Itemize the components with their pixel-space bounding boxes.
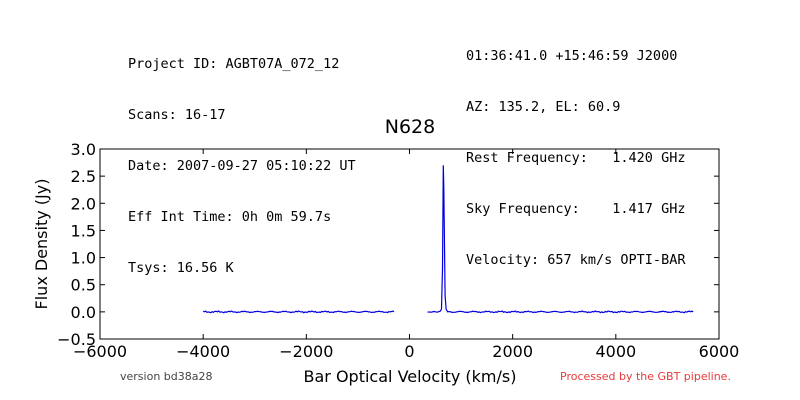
y-axis-label: Flux Density (Jy) <box>32 179 51 310</box>
az-el: AZ: 135.2, EL: 60.9 <box>466 99 621 115</box>
eff-int-time: Eff Int Time: 0h 0m 59.7s <box>128 209 332 225</box>
chart-title: N628 <box>385 116 435 138</box>
y-tick-label: 2.5 <box>71 167 96 186</box>
project-id: Project ID: AGBT07A_072_12 <box>128 56 340 72</box>
x-tick-label: −6000 <box>73 342 127 361</box>
y-axis: −0.5 0.0 0.5 1.0 1.5 2.0 2.5 3.0 <box>57 140 719 349</box>
rest-frequency: Rest Frequency: 1.420 GHz <box>466 150 686 166</box>
y-tick-label: 3.0 <box>71 140 96 159</box>
y-tick-label: 1.5 <box>71 221 96 240</box>
velocity: Velocity: 657 km/s OPTI-BAR <box>466 252 686 268</box>
x-tick-label: 4000 <box>595 342 636 361</box>
y-tick-label: 2.0 <box>71 194 96 213</box>
series-group <box>203 165 694 314</box>
tsys: Tsys: 16.56 K <box>128 260 234 276</box>
sky-frequency: Sky Frequency: 1.417 GHz <box>466 201 686 217</box>
coordinates: 01:36:41.0 +15:46:59 J2000 <box>466 48 678 64</box>
scans: Scans: 16-17 <box>128 107 226 123</box>
x-axis-label: Bar Optical Velocity (km/s) <box>304 367 517 386</box>
observation-info-left: Project ID: AGBT07A_072_12 Scans: 16-17 … <box>128 22 356 294</box>
y-tick-label: 0.0 <box>71 303 96 322</box>
y-tick-label: −0.5 <box>57 330 96 349</box>
y-tick-label: 1.0 <box>71 249 96 268</box>
spectrum-line <box>427 165 694 314</box>
x-tick-label: −4000 <box>176 342 230 361</box>
x-tick-label: 6000 <box>699 342 740 361</box>
spectrum-line <box>203 310 395 314</box>
x-axis: −6000 −4000 −2000 0 2000 4000 6000 <box>73 149 739 361</box>
pipeline-note: Processed by the GBT pipeline. <box>560 370 731 383</box>
date: Date: 2007-09-27 05:10:22 UT <box>128 158 356 174</box>
x-tick-label: 0 <box>404 342 414 361</box>
x-tick-label: 2000 <box>492 342 533 361</box>
y-tick-label: 0.5 <box>71 276 96 295</box>
x-tick-label: −2000 <box>279 342 333 361</box>
observation-info-right: 01:36:41.0 +15:46:59 J2000 AZ: 135.2, EL… <box>466 14 685 286</box>
plot-frame <box>99 148 720 340</box>
version-label: version bd38a28 <box>120 370 213 383</box>
